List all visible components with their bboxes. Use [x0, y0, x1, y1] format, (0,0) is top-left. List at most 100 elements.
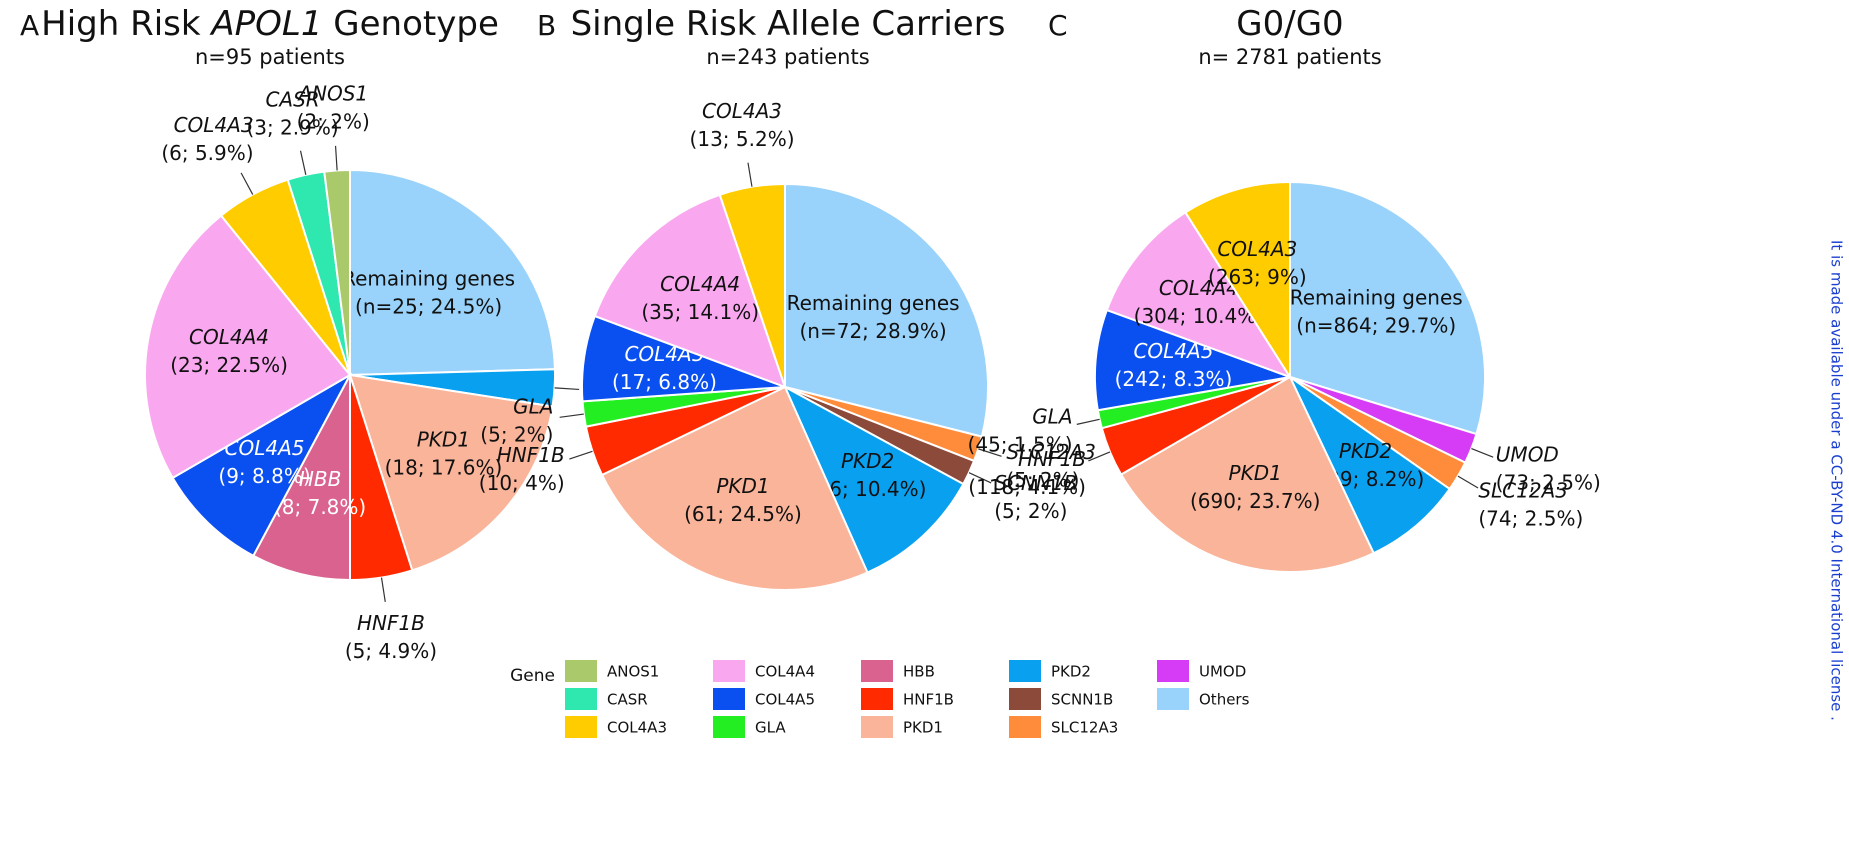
- panel-letter: A: [20, 9, 39, 42]
- legend-swatch: [713, 688, 745, 710]
- legend-label: Others: [1199, 691, 1250, 709]
- slice-name: PKD1: [716, 474, 769, 498]
- pie-slice: [1184, 180, 1291, 381]
- slice-name: HNF1B: [1018, 447, 1086, 471]
- slice-name: UMOD: [1496, 443, 1559, 467]
- slice-name: CASR: [265, 87, 319, 111]
- legend-label: PKD2: [1051, 663, 1091, 681]
- legend-swatch: [861, 688, 893, 710]
- panel-title: High Risk APOL1 Genotype: [41, 4, 499, 44]
- slice-label: (35; 14.1%): [641, 300, 759, 324]
- slice-label: (5; 4.9%): [345, 639, 437, 663]
- slice-label: (690; 23.7%): [1190, 489, 1320, 513]
- slice-label: (5; 2%): [1006, 468, 1079, 492]
- legend-swatch: [1157, 688, 1189, 710]
- leader-line: [1088, 451, 1111, 462]
- pie-slice: [1289, 180, 1486, 436]
- legend-label: CASR: [607, 691, 648, 709]
- panel-subtitle: n=243 patients: [706, 45, 869, 69]
- title-part: APOL1: [209, 4, 322, 44]
- slice-name: Remaining genes: [1290, 286, 1463, 310]
- panel-title: G0/G0: [1236, 4, 1343, 44]
- slice-label: (3; 2.9%): [246, 115, 338, 139]
- leader-line: [554, 387, 580, 391]
- slice-label: (6; 5.9%): [161, 141, 253, 165]
- legend-label: ANOS1: [607, 663, 659, 681]
- slice-name: SLC12A3: [1006, 440, 1096, 464]
- pie-slice: [784, 182, 989, 438]
- slice-name: PKD1: [1229, 461, 1282, 485]
- slice-name: GLA: [513, 395, 553, 419]
- leader-line: [380, 577, 386, 602]
- leader-line: [1471, 448, 1494, 458]
- pie-slice: [593, 193, 787, 389]
- slice-label: (n=25; 24.5%): [355, 295, 502, 319]
- panel-subtitle: n= 2781 patients: [1198, 45, 1381, 69]
- slice-label: (2; 2%): [297, 110, 370, 134]
- pie-slice: [251, 374, 351, 582]
- slice-label: (5; 2%): [480, 423, 553, 447]
- title-part: G0/G0: [1236, 4, 1343, 44]
- leader-line: [559, 413, 584, 418]
- legend-swatch: [1009, 660, 1041, 682]
- slice-name: Remaining genes: [787, 291, 960, 315]
- slice-name: COL4A4: [660, 272, 740, 296]
- slice-name: COL4A4: [1159, 276, 1239, 300]
- legend-swatch: [861, 716, 893, 738]
- slice-name: SCNN1B: [994, 471, 1077, 495]
- legend-label: SCNN1B: [1051, 691, 1113, 709]
- legend-label: HBB: [903, 663, 935, 681]
- pie-slice: [1119, 375, 1375, 573]
- legend-label: COL4A3: [607, 719, 667, 737]
- slice-label: (45; 1.5%): [968, 432, 1073, 456]
- leader-line: [334, 145, 338, 171]
- slice-label: (n=864; 29.7%): [1296, 314, 1456, 338]
- slice-label: (23; 22.5%): [170, 353, 288, 377]
- slice-name: PKD1: [417, 428, 470, 452]
- slice-name: COL4A3: [1217, 237, 1297, 261]
- leader-line: [978, 448, 1002, 457]
- panel-letter: B: [537, 9, 556, 42]
- legend-swatch: [713, 660, 745, 682]
- leader-line: [968, 472, 992, 484]
- pie-slice: [171, 372, 353, 558]
- slice-name: ANOS1: [296, 82, 368, 106]
- title-part: Single Risk Allele Carriers: [571, 4, 1006, 44]
- panel-letter: C: [1048, 9, 1068, 42]
- panel-subtitle: n=95 patients: [195, 45, 345, 69]
- legend-swatch: [565, 716, 597, 738]
- legend-title: Gene: [510, 666, 555, 686]
- pie-slice: [600, 385, 869, 591]
- leader-line: [747, 162, 753, 187]
- slice-label: (73; 2.5%): [1496, 471, 1601, 495]
- legend-swatch: [1009, 716, 1041, 738]
- slice-name: GLA: [1032, 404, 1072, 428]
- pie-slice: [348, 373, 554, 572]
- legend-label: COL4A5: [755, 691, 815, 709]
- slice-label: (263; 9%): [1208, 265, 1307, 289]
- leader-line: [299, 150, 307, 175]
- side-note: It is made available under a CC-BY-ND 4.…: [1828, 240, 1846, 721]
- slice-label: (8; 7.8%): [274, 495, 366, 519]
- pie-slice: [1094, 308, 1294, 412]
- legend-label: COL4A4: [755, 663, 815, 681]
- legend-swatch: [861, 660, 893, 682]
- pie-slice: [1105, 211, 1293, 379]
- slice-name: COL4A3: [174, 113, 254, 137]
- legend-swatch: [565, 688, 597, 710]
- slice-label: (74; 2.5%): [1478, 506, 1583, 530]
- slice-name: Remaining genes: [342, 267, 515, 291]
- legend-swatch: [565, 660, 597, 682]
- slice-label: (118; 4.1%): [968, 475, 1086, 499]
- legend-label: SLC12A3: [1051, 719, 1118, 737]
- title-part: High Risk: [41, 4, 211, 44]
- slice-label: (10; 4%): [479, 471, 565, 495]
- slice-name: PKD2: [1339, 439, 1392, 463]
- leader-line: [569, 450, 593, 460]
- slice-name: COL4A3: [702, 99, 782, 123]
- panel-title: Single Risk Allele Carriers: [571, 4, 1006, 44]
- legend-label: GLA: [755, 719, 786, 737]
- slice-label: (13; 5.2%): [690, 127, 795, 151]
- legend-label: UMOD: [1199, 663, 1246, 681]
